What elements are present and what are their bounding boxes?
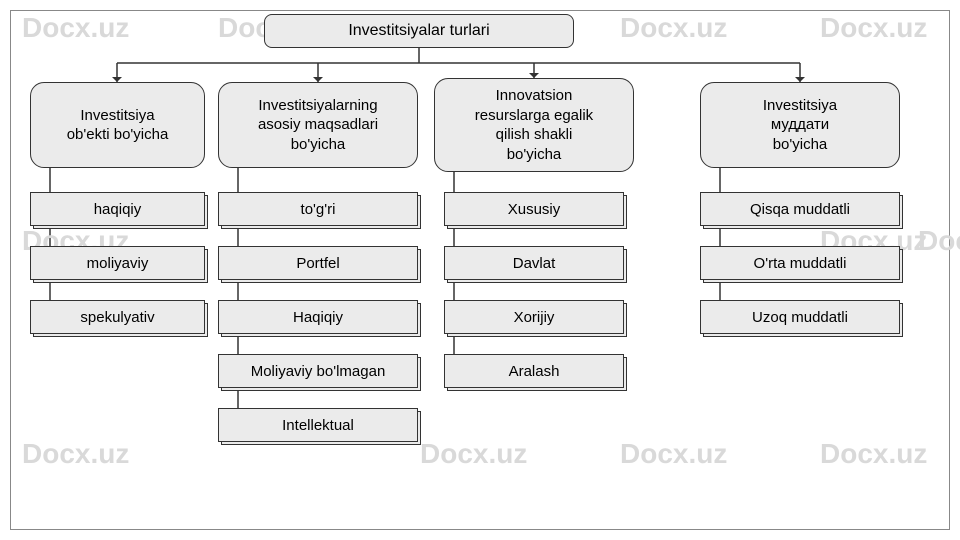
root-node: Investitsiyalar turlari bbox=[264, 14, 574, 48]
category-node: Innovatsionresurslarga egalikqilish shak… bbox=[434, 78, 634, 172]
leaf-node: Qisqa muddatli bbox=[700, 192, 900, 226]
leaf-node: Intellektual bbox=[218, 408, 418, 442]
leaf-node: Portfel bbox=[218, 246, 418, 280]
leaf-node: Xususiy bbox=[444, 192, 624, 226]
leaf-node: Haqiqiy bbox=[218, 300, 418, 334]
category-node: Investitsiyalarningasosiy maqsadlaribo'y… bbox=[218, 82, 418, 168]
leaf-node: O'rta muddatli bbox=[700, 246, 900, 280]
category-node: Investitsiyaob'ekti bo'yicha bbox=[30, 82, 205, 168]
leaf-node: spekulyativ bbox=[30, 300, 205, 334]
category-node: Investitsiyaмуддатиbo'yicha bbox=[700, 82, 900, 168]
leaf-node: Xorijiy bbox=[444, 300, 624, 334]
leaf-node: haqiqiy bbox=[30, 192, 205, 226]
leaf-node: to'g'ri bbox=[218, 192, 418, 226]
leaf-node: Uzoq muddatli bbox=[700, 300, 900, 334]
leaf-node: Moliyaviy bo'lmagan bbox=[218, 354, 418, 388]
leaf-node: moliyaviy bbox=[30, 246, 205, 280]
leaf-node: Aralash bbox=[444, 354, 624, 388]
leaf-node: Davlat bbox=[444, 246, 624, 280]
